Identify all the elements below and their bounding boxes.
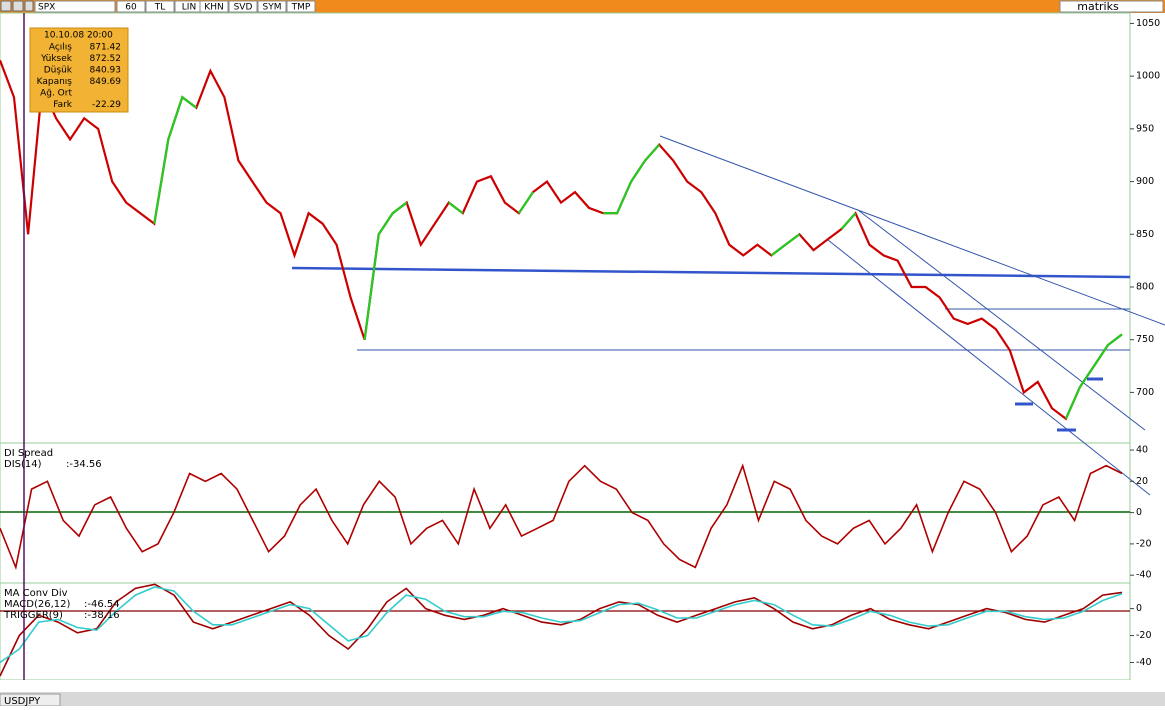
indicator-value: :-34.56 xyxy=(66,459,102,470)
series-line xyxy=(0,583,1123,677)
toolbar-button-label: KHN xyxy=(204,3,223,13)
trend-line xyxy=(827,239,1151,496)
indicator-label: DIS(14) xyxy=(4,459,42,470)
y-tick-label: 800 xyxy=(1136,281,1154,292)
icon[interactable] xyxy=(24,0,34,12)
info-label: Düşük xyxy=(44,66,73,76)
y-tick-label: 40 xyxy=(1136,445,1148,456)
info-value: 849.69 xyxy=(90,77,122,87)
info-label: Kapanış xyxy=(37,77,73,87)
y-tick-label: -20 xyxy=(1136,630,1152,641)
y-tick-label: -40 xyxy=(1136,570,1152,581)
legend-label: MACD(26,12) xyxy=(4,599,71,610)
series-line xyxy=(153,95,1123,420)
y-tick-label: 700 xyxy=(1136,387,1154,398)
y-tick-label: 850 xyxy=(1136,229,1154,240)
y-tick-label: -40 xyxy=(1136,657,1152,668)
y-tick-label: 20 xyxy=(1136,476,1148,487)
info-datetime: 10.10.08 20:00 xyxy=(44,31,113,41)
toolbar-button[interactable] xyxy=(145,0,175,13)
info-value: 871.42 xyxy=(90,43,122,53)
y-tick-label: 900 xyxy=(1136,176,1154,187)
toolbar-button[interactable] xyxy=(286,0,316,13)
info-label: Fark xyxy=(53,100,73,110)
y-tick-label: 0 xyxy=(1136,507,1142,518)
toolbar-button-label: SYM xyxy=(263,3,282,13)
y-tick-label: 0 xyxy=(1136,603,1142,614)
icon[interactable] xyxy=(0,0,12,12)
toolbar-button[interactable] xyxy=(199,0,229,13)
info-label: Ağ. Ort xyxy=(40,89,72,99)
toolbar-button-label: 60 xyxy=(125,3,137,13)
series-line xyxy=(0,463,1123,571)
legend-label: TRIGGER(9) xyxy=(3,610,63,621)
status-symbol: USDJPY xyxy=(4,696,41,706)
icon[interactable] xyxy=(12,0,24,12)
legend-value: :-38.16 xyxy=(84,610,120,621)
status-bar xyxy=(0,692,1165,706)
y-tick-label: 1000 xyxy=(1136,71,1160,82)
toolbar-button[interactable] xyxy=(228,0,258,13)
y-tick-label: 750 xyxy=(1136,334,1154,345)
support-line xyxy=(291,266,1131,279)
symbol-box[interactable] xyxy=(34,0,116,13)
x-axis xyxy=(0,680,1165,692)
brand: matriks xyxy=(1077,0,1119,13)
toolbar-button-label: TMP xyxy=(291,3,311,13)
trend-line xyxy=(659,135,1165,326)
toolbar-button-label: SVD xyxy=(234,3,253,13)
toolbar-button-label: TL xyxy=(154,3,166,13)
toolbar-button-label: LIN xyxy=(182,3,196,13)
panel-title: DI Spread xyxy=(4,448,53,459)
panel-title: MA Conv Div xyxy=(4,588,68,599)
series-line xyxy=(0,586,1123,664)
y-tick-label: -20 xyxy=(1136,538,1152,549)
y-tick-label: 950 xyxy=(1136,123,1154,134)
toolbar-button[interactable] xyxy=(116,0,146,13)
info-value: -22.29 xyxy=(92,100,121,110)
drawings xyxy=(291,135,1165,496)
info-value: 840.93 xyxy=(90,66,122,76)
info-label: Yüksek xyxy=(40,54,73,64)
info-value: 872.52 xyxy=(90,54,122,64)
toolbar-button[interactable] xyxy=(257,0,287,13)
y-tick-label: 1050 xyxy=(1136,18,1160,29)
trend-line xyxy=(857,209,1146,431)
brand-box xyxy=(1059,0,1164,13)
info-label: Açılış xyxy=(49,43,72,53)
info-box xyxy=(29,27,129,113)
symbol: SPX xyxy=(38,3,55,13)
plot-frame xyxy=(0,12,1131,681)
legend-value: :-46.54 xyxy=(84,599,120,610)
